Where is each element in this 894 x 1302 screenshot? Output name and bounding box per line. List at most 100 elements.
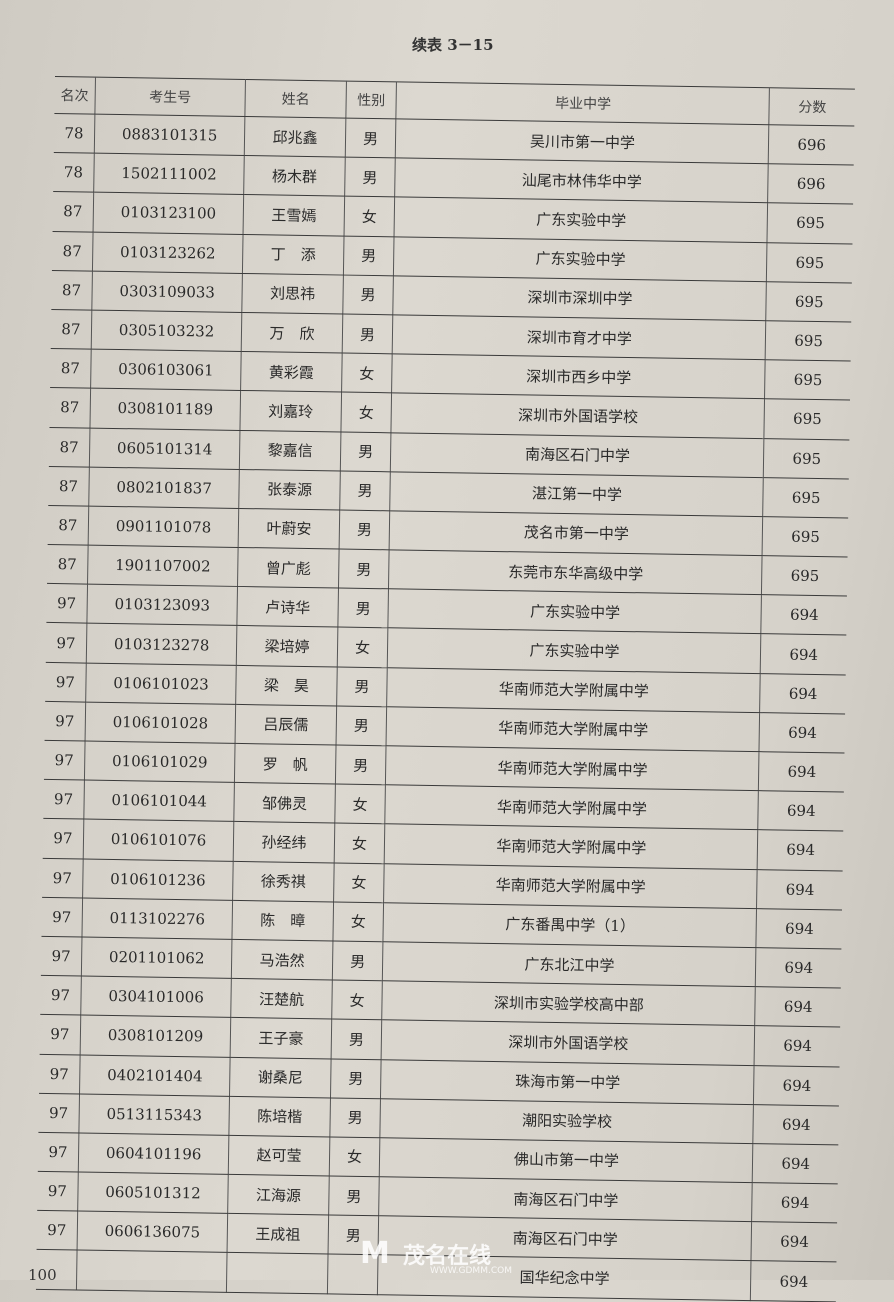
cell-score: 695 bbox=[762, 516, 849, 558]
cell-rank: 97 bbox=[42, 857, 84, 898]
cell-score: 694 bbox=[755, 947, 842, 989]
cell-score: 694 bbox=[757, 830, 844, 871]
page-number: 100 bbox=[28, 1266, 57, 1284]
cell-score: 695 bbox=[761, 555, 848, 597]
cell-score: 694 bbox=[750, 1261, 837, 1302]
cell-name: 刘思祎 bbox=[242, 273, 344, 314]
cell-name: 王子豪 bbox=[230, 1017, 332, 1059]
cell-score: 696 bbox=[768, 163, 854, 205]
cell-exam-id: 0106101029 bbox=[84, 741, 236, 783]
cell-gender: 男 bbox=[329, 1097, 381, 1138]
cell-name: 丁 添 bbox=[242, 234, 344, 275]
cell-school: 深圳市外国语学校 bbox=[381, 1020, 756, 1066]
cell-school: 广东实验中学 bbox=[388, 589, 762, 635]
cell-name: 杨木群 bbox=[243, 155, 345, 197]
cell-gender: 男 bbox=[338, 549, 390, 590]
cell-gender: 女 bbox=[341, 353, 393, 394]
cell-gender: 男 bbox=[330, 1019, 383, 1060]
cell-name: 曾广彪 bbox=[237, 547, 339, 589]
cell-exam-id bbox=[76, 1250, 228, 1292]
cell-school: 深圳市实验学校高中部 bbox=[382, 980, 756, 1026]
cell-name: 赵可莹 bbox=[228, 1135, 330, 1177]
cell-rank: 87 bbox=[50, 309, 92, 350]
cell-score: 694 bbox=[758, 790, 844, 832]
cell-exam-id: 0103123100 bbox=[92, 192, 244, 235]
cell-gender: 男 bbox=[341, 313, 394, 354]
cell-gender: 男 bbox=[340, 431, 392, 472]
cell-score: 696 bbox=[768, 124, 855, 166]
cell-rank: 87 bbox=[51, 270, 93, 311]
cell-rank: 97 bbox=[42, 818, 84, 859]
cell-score: 694 bbox=[760, 634, 847, 675]
cell-name: 汪楚航 bbox=[231, 978, 333, 1020]
cell-score: 694 bbox=[751, 1221, 838, 1263]
cell-school: 华南师范大学附属中学 bbox=[387, 667, 761, 713]
cell-gender: 男 bbox=[330, 1058, 382, 1099]
cell-rank: 97 bbox=[38, 1093, 80, 1133]
cell-school: 珠海市第一中学 bbox=[380, 1059, 755, 1105]
cell-gender: 女 bbox=[331, 980, 383, 1021]
cell-rank: 97 bbox=[37, 1132, 79, 1173]
cell-rank: 97 bbox=[39, 1053, 80, 1094]
cell-score: 695 bbox=[763, 438, 850, 479]
cell-school: 南海区石门中学 bbox=[390, 432, 765, 478]
cell-score: 695 bbox=[764, 399, 851, 440]
cell-school: 广东实验中学 bbox=[387, 628, 762, 674]
cell-exam-id: 0305103232 bbox=[91, 310, 243, 352]
header-name: 姓名 bbox=[245, 79, 347, 119]
cell-score: 694 bbox=[752, 1143, 839, 1184]
cell-score: 694 bbox=[756, 869, 843, 910]
cell-rank: 87 bbox=[48, 426, 90, 467]
cell-name: 刘嘉玲 bbox=[240, 390, 342, 432]
cell-school: 潮阳实验学校 bbox=[380, 1098, 754, 1144]
cell-score: 694 bbox=[754, 1025, 841, 1067]
cell-name: 卢诗华 bbox=[237, 586, 339, 628]
cell-rank: 97 bbox=[39, 1014, 81, 1055]
cell-school: 华南师范大学附属中学 bbox=[386, 706, 761, 752]
cell-school: 广东番禺中学（1） bbox=[383, 902, 757, 948]
watermark-name: 茂名在线 bbox=[402, 1243, 491, 1269]
cell-exam-id: 0201101062 bbox=[81, 936, 233, 979]
header-rank: 名次 bbox=[54, 76, 96, 115]
cell-exam-id: 0513115343 bbox=[78, 1093, 230, 1136]
cell-gender: 女 bbox=[333, 862, 385, 903]
cell-school: 广东北江中学 bbox=[382, 941, 757, 987]
cell-score: 694 bbox=[761, 594, 847, 636]
cell-rank: 97 bbox=[43, 779, 85, 820]
cell-rank: 97 bbox=[45, 662, 87, 702]
cell-rank: 97 bbox=[36, 1210, 78, 1251]
cell-name: 陈 暲 bbox=[232, 900, 334, 941]
cell-score: 695 bbox=[767, 203, 854, 244]
cell-rank: 97 bbox=[43, 740, 85, 781]
ranking-table: 名次 考生号 姓名 性别 毕业中学 分数 78 0883101315 邱兆鑫男吴川市… bbox=[35, 76, 855, 1302]
cell-school: 深圳市深圳中学 bbox=[393, 275, 767, 321]
logo-icon: M bbox=[360, 1236, 390, 1271]
cell-name: 叶蔚安 bbox=[238, 508, 340, 550]
header-gender: 性别 bbox=[345, 81, 397, 119]
watermark-url: WWW.GDMM.COM bbox=[430, 1266, 512, 1276]
cell-exam-id: 0303109033 bbox=[91, 270, 243, 313]
cell-gender: 女 bbox=[340, 392, 392, 433]
cell-name: 马浩然 bbox=[231, 939, 333, 981]
cell-name: 徐秀祺 bbox=[232, 860, 334, 902]
cell-school: 深圳市西乡中学 bbox=[391, 353, 766, 400]
cell-exam-id: 0113102276 bbox=[81, 897, 233, 940]
cell-exam-id: 0606136075 bbox=[76, 1211, 228, 1253]
cell-score: 694 bbox=[760, 673, 846, 714]
cell-score: 694 bbox=[756, 908, 843, 949]
cell-exam-id: 0306103061 bbox=[90, 349, 242, 391]
cell-rank: 97 bbox=[37, 1171, 79, 1212]
cell-exam-id: 0106101028 bbox=[84, 701, 236, 744]
table-caption: 续表 3－15 bbox=[412, 36, 494, 54]
cell-name bbox=[226, 1252, 328, 1294]
cell-school: 深圳市外国语学校 bbox=[391, 393, 765, 439]
cell-rank: 87 bbox=[49, 387, 91, 428]
cell-exam-id: 0106101076 bbox=[83, 819, 235, 861]
cell-school: 汕尾市林伟华中学 bbox=[395, 158, 769, 204]
cell-gender: 女 bbox=[343, 196, 396, 237]
cell-rank: 87 bbox=[50, 348, 92, 389]
cell-exam-id: 0883101315 bbox=[94, 114, 246, 156]
cell-name: 邹佛灵 bbox=[234, 782, 336, 824]
cell-name: 江海源 bbox=[227, 1174, 329, 1216]
cell-rank: 97 bbox=[46, 583, 88, 624]
